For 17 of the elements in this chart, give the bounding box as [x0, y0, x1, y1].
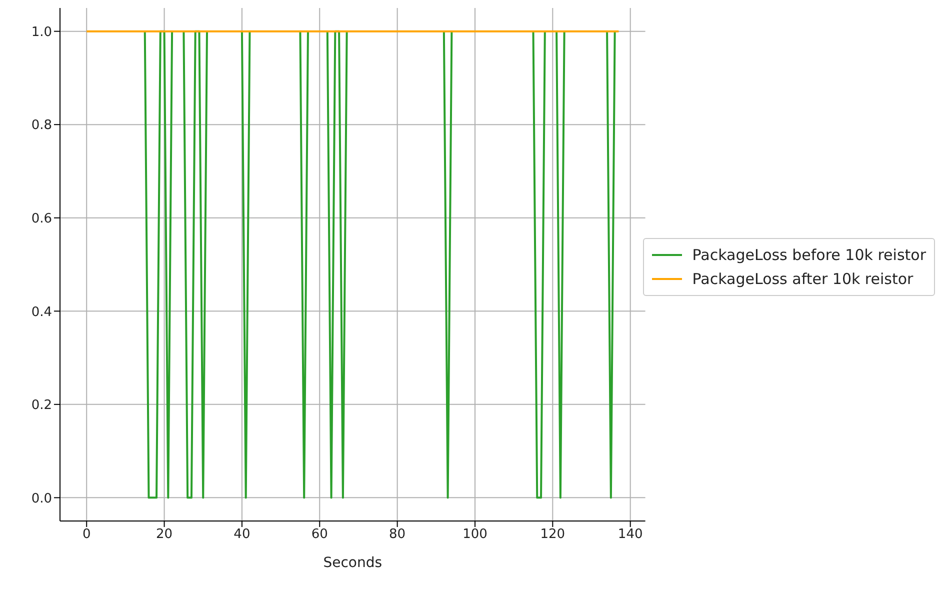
y-tick-label: 0.6: [31, 211, 52, 226]
x-tick-label: 0: [82, 527, 91, 542]
x-tick-label: 20: [156, 527, 173, 542]
y-tick-label: 0.8: [31, 118, 52, 134]
legend-label: PackageLoss after 10k reistor: [692, 269, 914, 290]
x-axis-title: Seconds: [323, 555, 382, 571]
y-tick-label: 0.2: [31, 398, 52, 414]
x-tick-label: 40: [234, 527, 250, 542]
legend-label: PackageLoss before 10k reistor: [692, 245, 926, 266]
x-tick-label: 100: [462, 527, 488, 542]
x-tick-label: 60: [311, 527, 328, 542]
y-tick-label: 0.4: [31, 304, 52, 320]
x-tick-label: 120: [540, 527, 566, 542]
x-tick-label: 80: [389, 527, 406, 542]
y-tick-label: 1.0: [31, 24, 52, 40]
y-tick-label: 0.0: [31, 491, 52, 506]
x-tick-label: 140: [618, 527, 643, 542]
